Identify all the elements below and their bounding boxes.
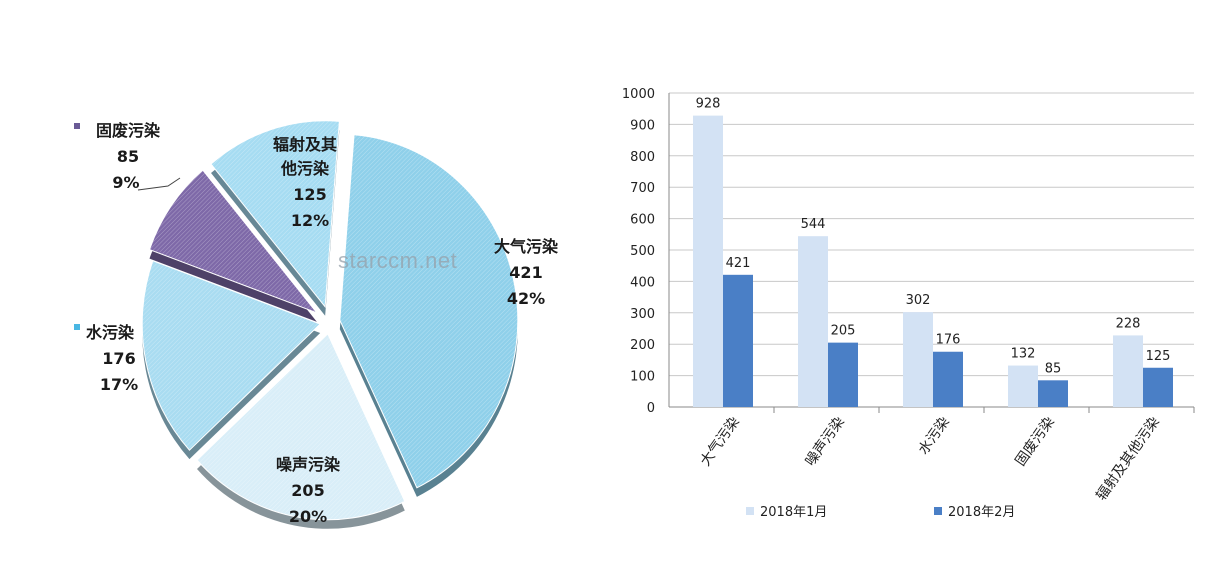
data-label-radiation-jan: 228: [1116, 316, 1141, 331]
legend-swatch-jan: [746, 507, 754, 515]
pie-label-radiation-name-1: 辐射及其: [273, 135, 337, 154]
x-tick-label-radiation: 辐射及其他污染: [1093, 414, 1162, 503]
y-tick-200: 200: [630, 338, 655, 353]
watermark-text: starccm.net: [338, 248, 458, 273]
x-tick-label-solid: 固废污染: [1013, 414, 1058, 469]
pie-label-water-value: 176: [102, 349, 135, 368]
data-label-water-jan: 302: [906, 293, 931, 308]
bar-solid-feb: [1038, 380, 1068, 407]
pie-label-water-percent: 17%: [100, 375, 138, 394]
bar-radiation-feb: [1143, 367, 1173, 407]
pie-marker-water: [74, 324, 80, 330]
pie-label-water-name: 水污染: [86, 323, 135, 342]
pie-slice-texture-air: [339, 134, 518, 488]
bar-air-jan: [693, 115, 723, 407]
data-label-noise-jan: 544: [801, 217, 826, 232]
data-label-water-feb: 176: [936, 333, 961, 348]
y-tick-900: 900: [630, 118, 655, 133]
bar-noise-jan: [798, 236, 828, 407]
pie-label-noise-line-2: 20%: [289, 507, 327, 526]
y-tick-1000: 1000: [622, 87, 655, 102]
data-label-air-feb: 421: [726, 256, 751, 271]
pie-label-radiation-value: 125: [293, 185, 326, 204]
pie-chart: 大气污染 421 42% 噪声污染 205 20% 水污染 176 17% 固废污染 85 9% 辐射及…: [74, 120, 559, 529]
bar-water-jan: [903, 312, 933, 407]
pie-slice-texture-solid: [149, 170, 317, 313]
y-tick-500: 500: [630, 244, 655, 259]
bar-water-feb: [933, 351, 963, 407]
y-tick-0: 0: [647, 401, 655, 416]
legend-label-jan: 2018年1月: [760, 505, 827, 520]
pie-label-radiation-percent: 12%: [291, 211, 329, 230]
pie-slice-texture-radiation: [211, 120, 340, 307]
y-tick-400: 400: [630, 275, 655, 290]
pie-label-solid-name: 固废污染: [96, 121, 161, 140]
bar-solid-jan: [1008, 365, 1038, 407]
pie-label-solid-value: 85: [117, 147, 139, 166]
pie-label-air-line-2: 42%: [507, 289, 545, 308]
pie-label-noise-line-0: 噪声污染: [276, 455, 341, 474]
data-label-solid-jan: 132: [1011, 347, 1036, 362]
y-tick-300: 300: [630, 307, 655, 322]
pie-slice-texture-water: [142, 260, 321, 451]
data-label-solid-feb: 85: [1045, 361, 1062, 376]
bar-noise-feb: [828, 342, 858, 407]
bar-radiation-jan: [1113, 335, 1143, 407]
bar-chart: 0 100 200 300 400 500 600 700 800 900 1000 928 421 大…: [622, 87, 1195, 520]
y-tick-600: 600: [630, 213, 655, 228]
bar-air-feb: [723, 274, 753, 407]
pie-label-noise-line-1: 205: [291, 481, 324, 500]
y-tick-100: 100: [630, 370, 655, 385]
pie-marker-solid: [74, 123, 80, 129]
x-tick-label-noise: 噪声污染: [803, 414, 848, 469]
pie-label-solid-percent: 9%: [112, 173, 139, 192]
data-label-radiation-feb: 125: [1146, 349, 1171, 364]
x-tick-label-air: 大气污染: [698, 414, 743, 469]
pie-label-radiation-name-2: 他污染: [280, 159, 330, 178]
legend-label-feb: 2018年2月: [948, 505, 1015, 520]
x-tick-label-water: 水污染: [916, 414, 953, 458]
pie-label-air-line-0: 大气污染: [494, 237, 559, 256]
legend-swatch-feb: [934, 507, 942, 515]
pie-slice-texture-noise: [196, 333, 405, 520]
pie-leader-solid: [137, 177, 181, 191]
y-tick-700: 700: [630, 181, 655, 196]
data-label-air-jan: 928: [696, 97, 721, 112]
pie-label-air-line-1: 421: [509, 263, 542, 282]
data-label-noise-feb: 205: [831, 324, 856, 339]
y-tick-800: 800: [630, 150, 655, 165]
